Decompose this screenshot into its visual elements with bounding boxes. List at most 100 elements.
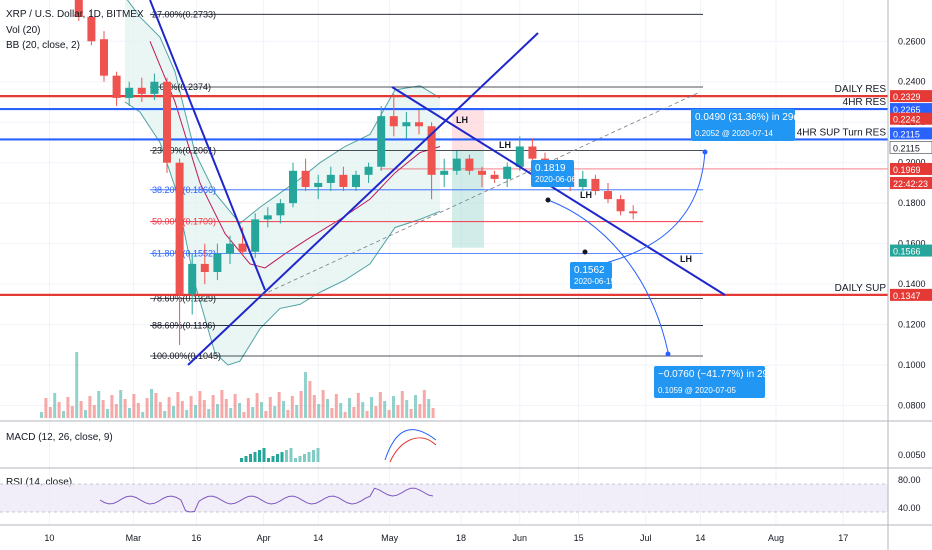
price-badge-bg — [890, 103, 932, 116]
trough-callout-bg — [570, 262, 612, 289]
candle-body[interactable] — [175, 162, 184, 295]
volume-bar — [290, 396, 294, 418]
trendline-up-1[interactable] — [187, 32, 539, 366]
candle-body[interactable] — [427, 126, 436, 175]
volume-bar — [374, 406, 378, 418]
target-down-callout-line2: 0.1059 @ 2020-07-05 — [658, 386, 737, 395]
candle-body[interactable] — [364, 166, 373, 175]
candle-body[interactable] — [74, 0, 83, 17]
volume-bar — [136, 403, 140, 418]
candle-body[interactable] — [452, 158, 461, 171]
bb-upper — [126, 0, 441, 225]
candle-body[interactable] — [402, 122, 411, 127]
time-tick-label: 18 — [456, 533, 466, 543]
candle-body[interactable] — [289, 170, 297, 204]
candle-body[interactable] — [440, 170, 449, 175]
candle-body[interactable] — [112, 75, 121, 98]
volume-bar — [260, 402, 263, 418]
candle-body[interactable] — [301, 170, 310, 187]
projection-box-top — [452, 109, 484, 151]
candle-body[interactable] — [100, 39, 108, 76]
candle-body[interactable] — [125, 87, 134, 98]
candle-body[interactable] — [415, 122, 423, 127]
candle-body[interactable] — [213, 253, 222, 273]
time-axis[interactable]: 10 Mar 16 Apr 14 May 18 Jun 15 Jul 14 Aug 17 — [44, 533, 848, 543]
volume-bar — [400, 391, 404, 418]
volume-bar — [211, 395, 215, 418]
candle-body[interactable] — [163, 81, 171, 163]
candle-body[interactable] — [314, 182, 323, 187]
price-tick-label: 0.1400 — [898, 279, 926, 289]
candle-body[interactable] — [528, 146, 537, 159]
rsi-band — [0, 484, 888, 512]
candle-body[interactable] — [465, 158, 474, 171]
price-axis[interactable]: 0.26000.24000.22000.20000.18000.16000.14… — [887, 0, 932, 550]
candle-body[interactable] — [263, 215, 272, 220]
candle-body[interactable] — [200, 263, 209, 273]
candle-body[interactable] — [591, 178, 600, 192]
price-badge-text: 0.1566 — [893, 247, 921, 257]
volume-bar — [414, 395, 417, 418]
volume-bar — [238, 403, 241, 418]
candle-body[interactable] — [604, 191, 612, 200]
price-tick-label: 0.1600 — [898, 239, 926, 249]
volume-bar — [282, 401, 285, 418]
candle-body[interactable] — [515, 146, 524, 167]
macd-histogram-bar — [285, 450, 288, 462]
trendline-dashed[interactable] — [261, 91, 701, 296]
lh-label: LH — [456, 115, 468, 125]
volume-bar — [343, 412, 347, 418]
candle-body[interactable] — [503, 166, 512, 179]
candle-body[interactable] — [616, 199, 625, 212]
volume-bar — [53, 393, 57, 418]
candle-body[interactable] — [137, 87, 146, 94]
time-tick-label: 15 — [574, 533, 584, 543]
volume-bar — [66, 397, 70, 418]
macd-histogram-bar — [240, 458, 243, 462]
candle-body[interactable] — [150, 81, 159, 94]
candle-body[interactable] — [188, 263, 197, 295]
fibonacci-retracement[interactable]: 27.00%(0.2733) 0.00%(0.2374) 23.60%(0.2061… — [150, 9, 703, 361]
candle-body[interactable] — [251, 219, 260, 252]
price-tick-label: 0.1200 — [898, 320, 926, 330]
time-tick-label: Jul — [640, 533, 652, 543]
rsi-line — [99, 487, 434, 513]
price-tick-label: 0.2600 — [898, 36, 926, 46]
volume-bar — [70, 406, 74, 418]
volume-bar — [154, 393, 158, 418]
candle-body[interactable] — [276, 203, 285, 216]
candle-body[interactable] — [238, 243, 247, 252]
candle-body[interactable] — [226, 243, 234, 254]
volume-bar — [97, 391, 101, 418]
price-badge-text: 22:42:23 — [893, 179, 928, 189]
candle-body[interactable] — [352, 174, 360, 187]
price-badge-bg — [890, 288, 932, 301]
candle-body[interactable] — [339, 174, 348, 187]
candle-body[interactable] — [578, 178, 587, 187]
volume-bar — [119, 390, 123, 418]
trendline-down-2[interactable] — [391, 86, 726, 296]
candle-body[interactable] — [478, 170, 486, 175]
price-badge-bg — [889, 141, 932, 154]
candle-body[interactable] — [629, 211, 638, 214]
price-badge-text: 0.2265 — [893, 105, 921, 115]
volume-bar — [132, 394, 136, 418]
volume-bar — [176, 392, 180, 418]
volume-bar — [268, 397, 272, 418]
candle-body[interactable] — [490, 174, 499, 179]
candle-body[interactable] — [87, 16, 96, 42]
price-candles[interactable] — [74, 0, 638, 345]
candle-body[interactable] — [389, 116, 398, 127]
trendline-down-1[interactable] — [149, 0, 266, 291]
volume-bar — [194, 405, 197, 418]
volume-bar — [141, 412, 145, 418]
candle-body[interactable] — [326, 174, 335, 183]
candle-body[interactable] — [377, 116, 386, 167]
volume-bar — [220, 390, 224, 418]
volume-bar — [233, 394, 237, 418]
volume-bar — [88, 396, 92, 418]
volume-bar — [92, 405, 96, 418]
chart-header: XRP / U.S. Dollar, 1D, BITMEX Vol (20) B… — [6, 9, 144, 51]
